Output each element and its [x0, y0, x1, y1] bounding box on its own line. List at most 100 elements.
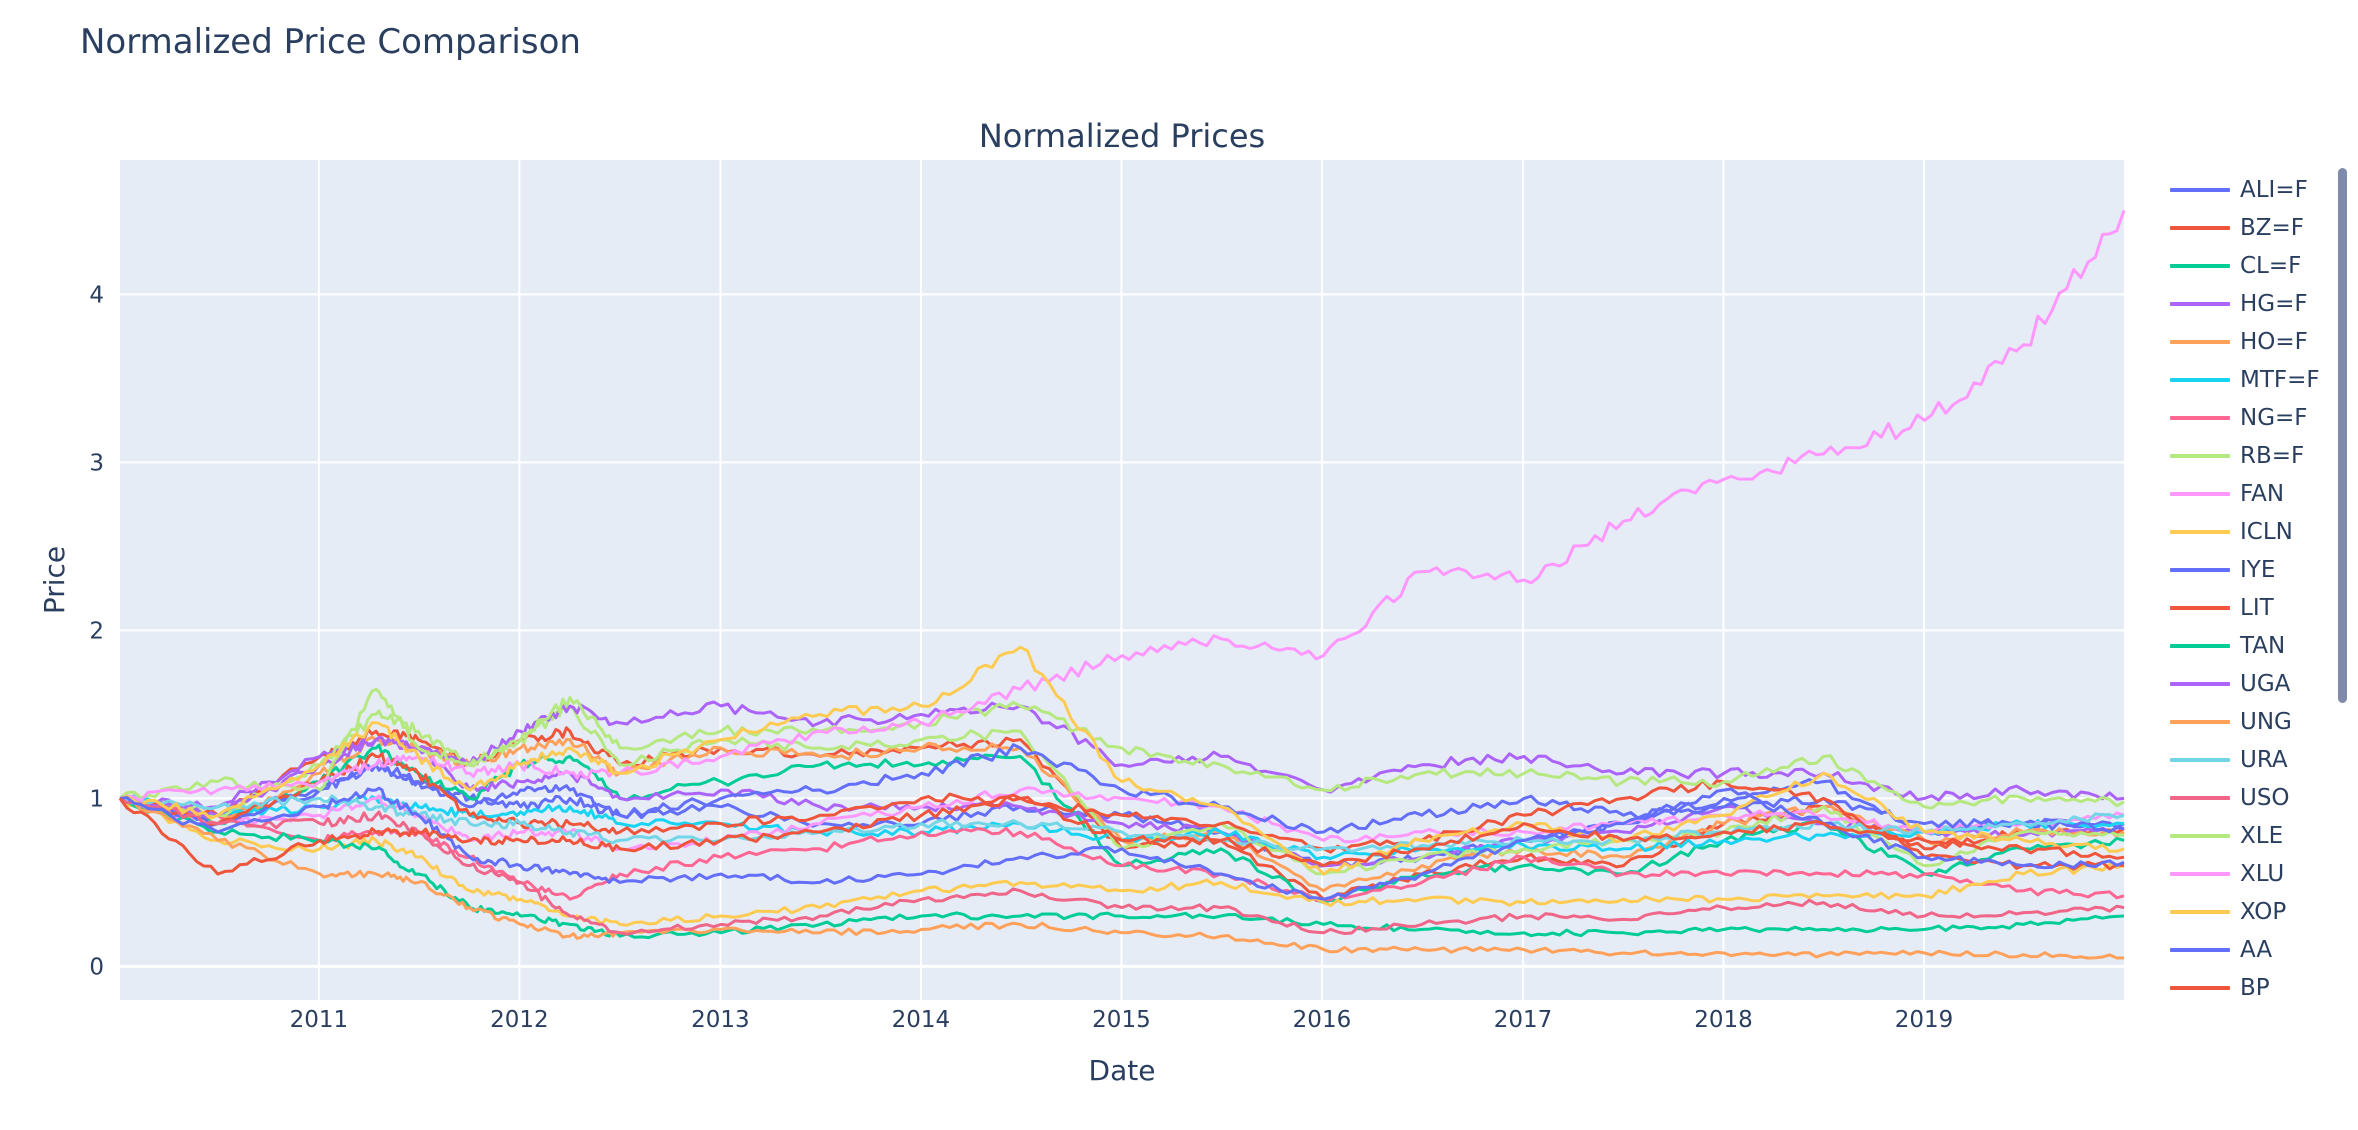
legend-swatch [2170, 454, 2230, 458]
legend-swatch [2170, 682, 2230, 686]
legend-item-ALI=F[interactable]: ALI=F [2170, 171, 2330, 209]
series-line-XLU [119, 209, 2126, 803]
legend-label: XOP [2240, 899, 2287, 925]
legend-label: ALI=F [2240, 177, 2308, 203]
legend-swatch [2170, 492, 2230, 496]
legend-label: RB=F [2240, 443, 2305, 469]
legend-swatch [2170, 948, 2230, 952]
series-line-TAN [119, 797, 2125, 940]
legend-item-XOP[interactable]: XOP [2170, 893, 2330, 931]
x-tick-label: 2018 [1694, 1007, 1753, 1033]
y-tick-labels: 0 1 2 3 4 [89, 282, 104, 980]
legend-swatch [2170, 340, 2230, 344]
x-axis-label: Date [1089, 1054, 1156, 1087]
legend-label: HO=F [2240, 329, 2308, 355]
legend-item-HO=F[interactable]: HO=F [2170, 323, 2330, 361]
legend-item-HG=F[interactable]: HG=F [2170, 285, 2330, 323]
legend-item-URA[interactable]: URA [2170, 741, 2330, 779]
legend-label: IYE [2240, 557, 2276, 583]
legend-label: UGA [2240, 671, 2291, 697]
legend-item-IYE[interactable]: IYE [2170, 551, 2330, 589]
y-tick-label: 1 [89, 786, 104, 812]
y-tick-label: 4 [89, 282, 104, 308]
x-tick-labels: 2011 2012 2013 2014 2015 2016 2017 2018 2019 [290, 1007, 1954, 1033]
series-line-UGA [119, 700, 2125, 818]
legend-label: LIT [2240, 595, 2274, 621]
legend-scrollbar[interactable] [2338, 168, 2347, 703]
legend-swatch [2170, 986, 2230, 990]
page-title: Normalized Price Comparison [80, 22, 581, 62]
legend-item-FAN[interactable]: FAN [2170, 475, 2330, 513]
legend-item-TAN[interactable]: TAN [2170, 627, 2330, 665]
legend-item-AA[interactable]: AA [2170, 931, 2330, 969]
series-line-AA [119, 786, 2125, 901]
legend-swatch [2170, 568, 2230, 572]
legend-swatch [2170, 530, 2230, 534]
legend-item-NG=F[interactable]: NG=F [2170, 399, 2330, 437]
legend-label: UNG [2240, 709, 2292, 735]
legend-swatch [2170, 226, 2230, 230]
x-tick-label: 2015 [1092, 1007, 1151, 1033]
legend-swatch [2170, 796, 2230, 800]
legend-label: TAN [2240, 633, 2286, 659]
y-tick-label: 3 [89, 450, 104, 476]
legend-item-UGA[interactable]: UGA [2170, 665, 2330, 703]
legend-label: BZ=F [2240, 215, 2305, 241]
series-line-UNG [119, 797, 2124, 960]
legend-label: HG=F [2240, 291, 2308, 317]
series-line-BP [118, 793, 2125, 876]
x-tick-label: 2016 [1293, 1007, 1352, 1033]
series-line-ICLN [118, 797, 2125, 927]
series-line-XOP [119, 645, 2125, 876]
legend-label: XLU [2240, 861, 2285, 887]
legend-swatch [2170, 872, 2230, 876]
x-tick-label: 2019 [1895, 1007, 1954, 1033]
legend-swatch [2170, 416, 2230, 420]
legend-label: ICLN [2240, 519, 2293, 545]
legend-item-UNG[interactable]: UNG [2170, 703, 2330, 741]
legend-item-ICLN[interactable]: ICLN [2170, 513, 2330, 551]
legend-swatch [2170, 758, 2230, 762]
series-line-MTF=F [119, 795, 2125, 861]
legend-label: URA [2240, 747, 2288, 773]
legend-item-BZ=F[interactable]: BZ=F [2170, 209, 2330, 247]
legend-label: AA [2240, 937, 2273, 963]
legend-swatch [2170, 644, 2230, 648]
legend-item-RB=F[interactable]: RB=F [2170, 437, 2330, 475]
legend-swatch [2170, 378, 2230, 382]
x-tick-label: 2012 [490, 1007, 549, 1033]
series-line-HO=F [119, 735, 2125, 893]
legend-item-CL=F[interactable]: CL=F [2170, 247, 2330, 285]
legend: ALI=F BZ=F CL=F HG=F HO=F MTF=F NG=F RB=F FAN ICL… [2170, 171, 2330, 1007]
y-tick-label: 2 [89, 618, 104, 644]
legend-swatch [2170, 720, 2230, 724]
chart-title: Normalized Prices [979, 117, 1265, 155]
legend-swatch [2170, 834, 2230, 838]
y-axis-label: Price [38, 546, 71, 614]
legend-swatch [2170, 302, 2230, 306]
series-line-RB=F [119, 704, 2125, 876]
legend-item-LIT[interactable]: LIT [2170, 589, 2330, 627]
legend-swatch [2170, 910, 2230, 914]
legend-label: USO [2240, 785, 2290, 811]
series-line-LIT [119, 752, 2125, 871]
legend-item-BP[interactable]: BP [2170, 969, 2330, 1007]
legend-item-XLU[interactable]: XLU [2170, 855, 2330, 893]
legend-swatch [2170, 264, 2230, 268]
x-tick-label: 2014 [892, 1007, 951, 1033]
legend-item-XLE[interactable]: XLE [2170, 817, 2330, 855]
legend-label: FAN [2240, 481, 2285, 507]
legend-item-USO[interactable]: USO [2170, 779, 2330, 817]
legend-label: BP [2240, 975, 2270, 1001]
legend-label: MTF=F [2240, 367, 2320, 393]
legend-swatch [2170, 606, 2230, 610]
x-tick-label: 2013 [691, 1007, 750, 1033]
x-tick-label: 2017 [1494, 1007, 1553, 1033]
legend-item-MTF=F[interactable]: MTF=F [2170, 361, 2330, 399]
series-lines [118, 209, 2126, 960]
legend-swatch [2170, 188, 2230, 192]
legend-label: CL=F [2240, 253, 2302, 279]
legend-label: XLE [2240, 823, 2284, 849]
legend-label: NG=F [2240, 405, 2308, 431]
